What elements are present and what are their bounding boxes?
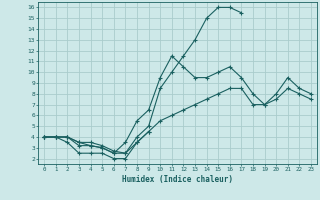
X-axis label: Humidex (Indice chaleur): Humidex (Indice chaleur) <box>122 175 233 184</box>
